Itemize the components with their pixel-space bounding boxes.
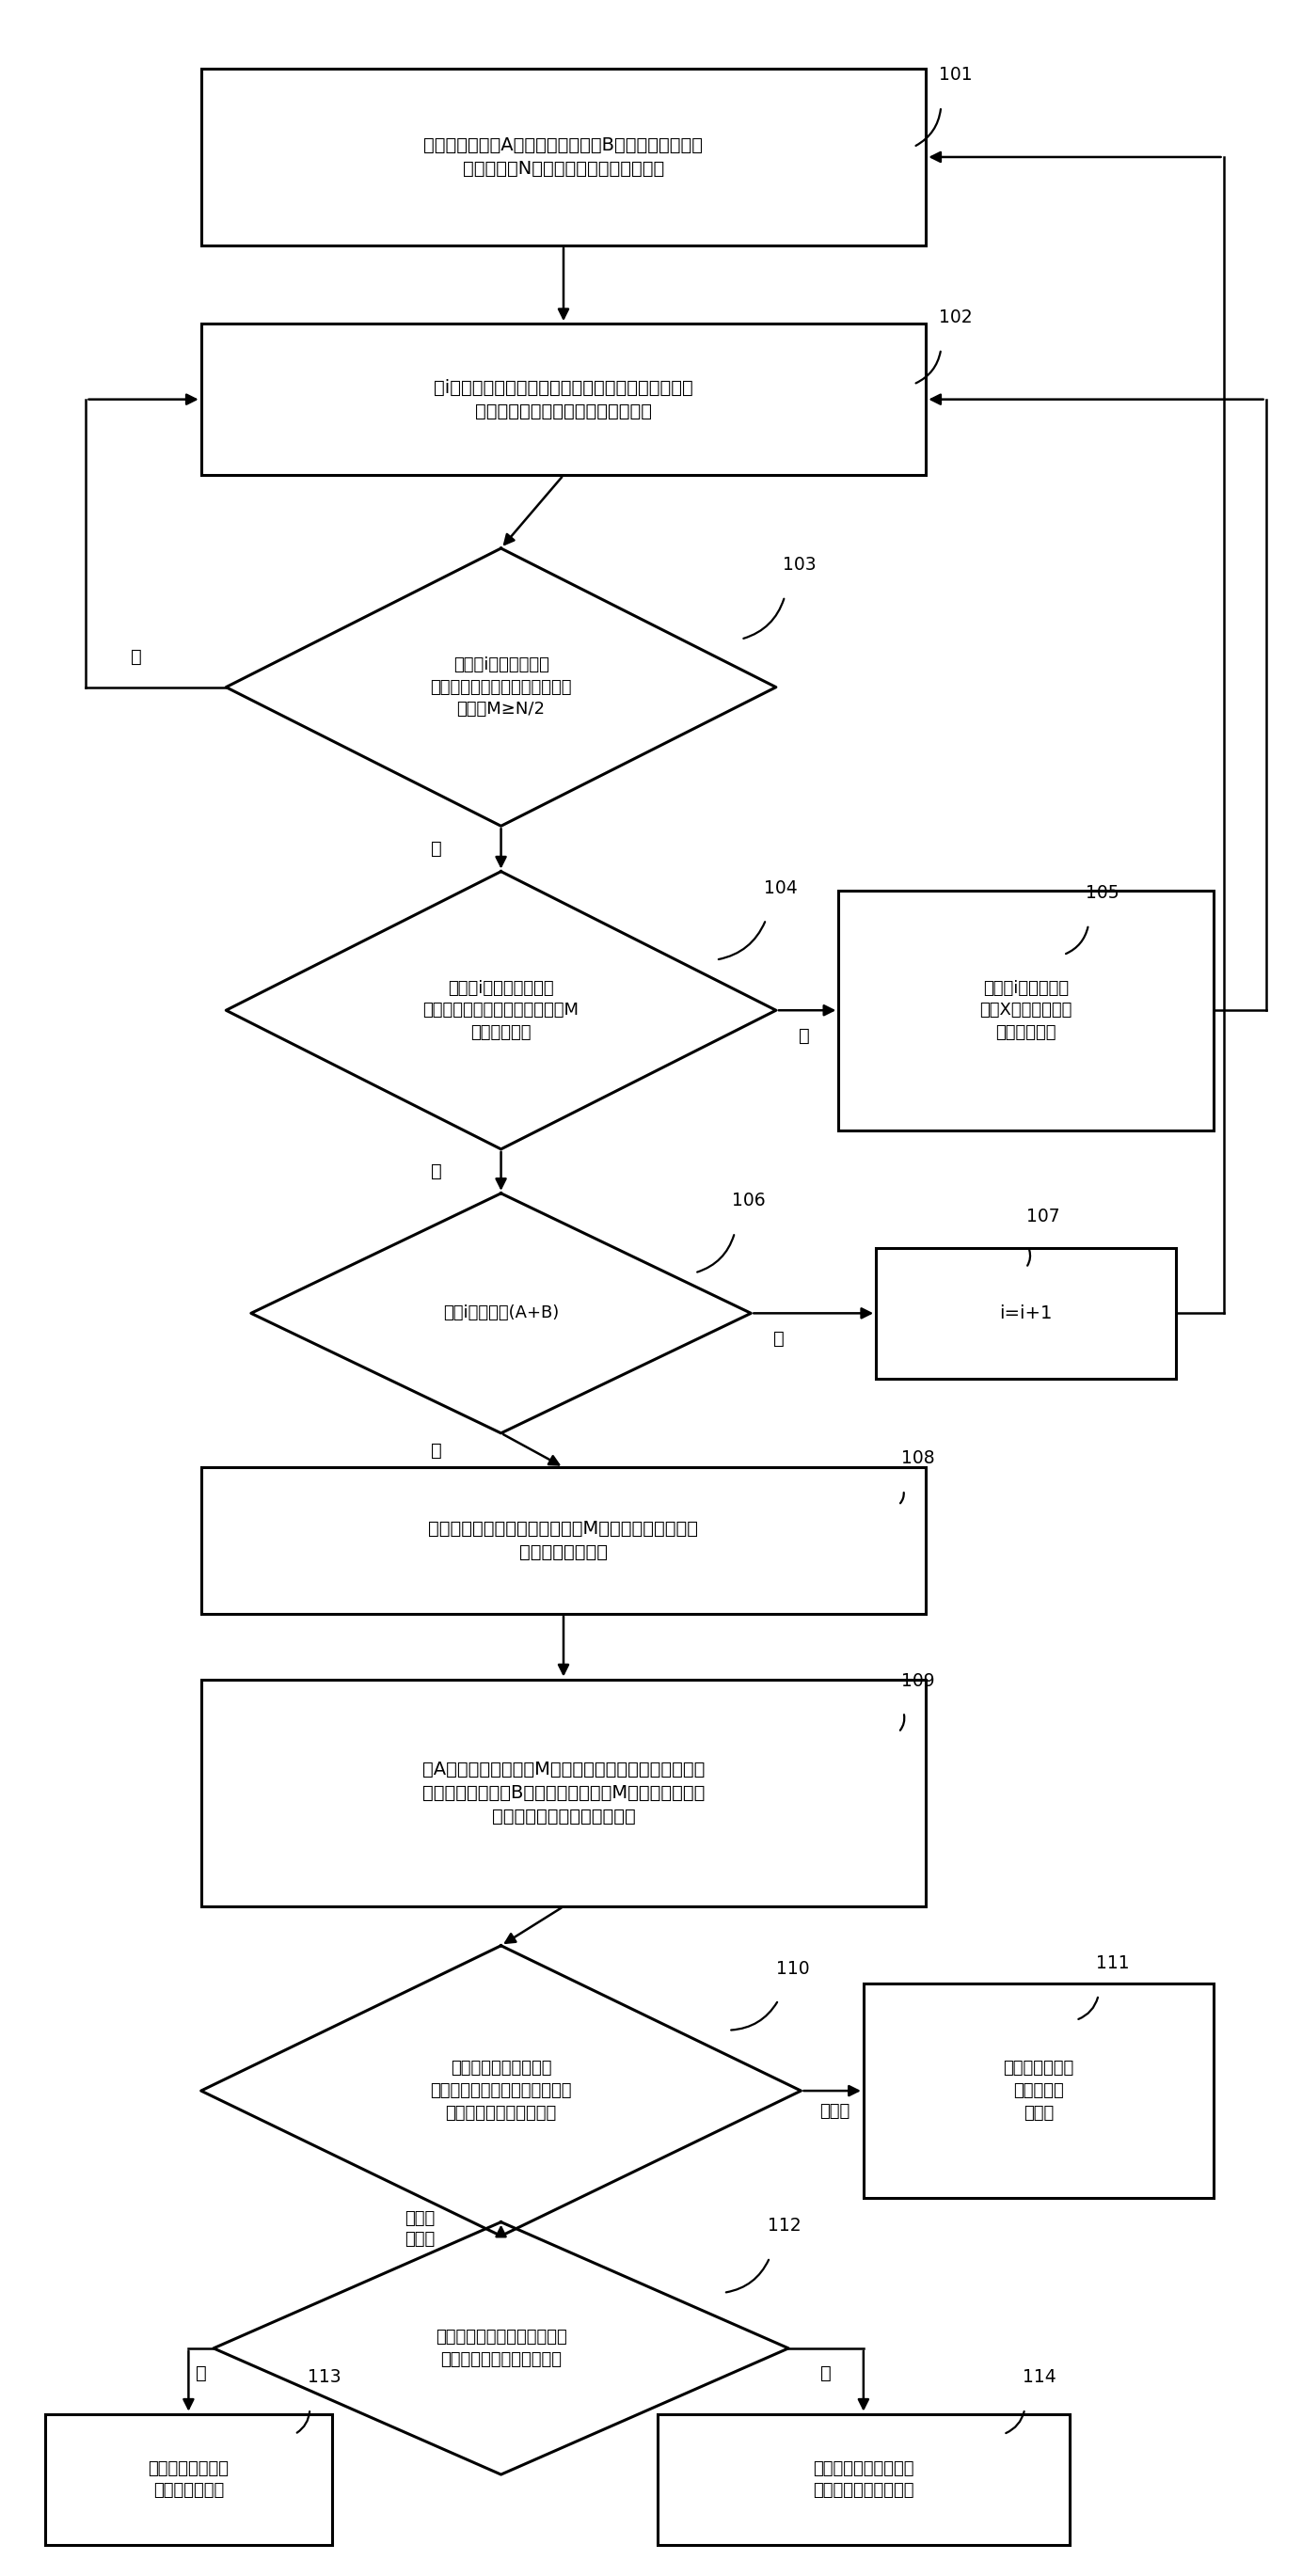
- Text: 判断第i个采集点对应
的保留的脑电信号的采集周期数
量是否M≥N/2: 判断第i个采集点对应 的保留的脑电信号的采集周期数 量是否M≥N/2: [430, 657, 572, 719]
- Text: 是: 是: [431, 1440, 441, 1458]
- Text: 基于认知特征和情绪特征查找
出对应的刺激音频是否唯一: 基于认知特征和情绪特征查找 出对应的刺激音频是否唯一: [435, 2329, 566, 2367]
- Text: 对该水下作业人员每个采集点的M个采集周期的脑电信
号进行预处理操作: 对该水下作业人员每个采集点的M个采集周期的脑电信 号进行预处理操作: [428, 1520, 698, 1561]
- Text: 106: 106: [732, 1193, 766, 1211]
- Bar: [201, 1468, 926, 1613]
- Text: 108: 108: [901, 1450, 935, 1468]
- Text: 否: 否: [798, 1028, 810, 1043]
- Text: 判断i是否达到(A+B): 判断i是否达到(A+B): [443, 1306, 559, 1321]
- Text: 是: 是: [431, 1162, 441, 1180]
- Text: 112: 112: [767, 2218, 801, 2236]
- Text: 采集第i个采集点对
应的X个采集周期的
原始脑电信号: 采集第i个采集点对 应的X个采集周期的 原始脑电信号: [979, 979, 1073, 1041]
- Bar: [863, 1984, 1213, 2197]
- Text: 至少一
个为是: 至少一 个为是: [405, 2210, 435, 2249]
- Text: 否: 否: [820, 2365, 832, 2383]
- Text: 105: 105: [1086, 884, 1120, 902]
- Text: 采集人脑认知区A个采集点和情绪区B个采集点中每个采
集点对应的N个采集周期的原始脑电信号: 采集人脑认知区A个采集点和情绪区B个采集点中每个采 集点对应的N个采集周期的原始…: [424, 137, 703, 178]
- Bar: [201, 1680, 926, 1906]
- Text: 103: 103: [783, 556, 816, 574]
- Bar: [658, 2414, 1070, 2545]
- Text: 在设定刺激时间内平均
轮流播放该些刺激音频: 在设定刺激时间内平均 轮流播放该些刺激音频: [812, 2460, 914, 2499]
- Text: 111: 111: [1096, 1955, 1130, 1973]
- Text: 对A个采集点中每个的M个采集周期的预处理后脑电信号
提取认知特征，对B个采集点中每个的M个采集周期的预
处理后脑电信号提取情绪特征: 对A个采集点中每个的M个采集周期的预处理后脑电信号 提取认知特征，对B个采集点中…: [422, 1759, 704, 1826]
- Polygon shape: [201, 1945, 801, 2236]
- Text: 102: 102: [939, 309, 973, 327]
- Text: 104: 104: [763, 878, 797, 896]
- Polygon shape: [214, 2223, 789, 2476]
- Bar: [201, 325, 926, 474]
- Bar: [44, 2414, 332, 2545]
- Text: 114: 114: [1022, 2367, 1056, 2385]
- Text: 是: 是: [431, 840, 441, 858]
- Text: 否: 否: [130, 649, 142, 665]
- Polygon shape: [227, 549, 776, 827]
- Polygon shape: [251, 1193, 751, 1432]
- Text: 107: 107: [1026, 1208, 1060, 1226]
- Text: 110: 110: [776, 1960, 810, 1978]
- Text: 否: 否: [773, 1329, 785, 1347]
- Text: 在设定刺激时间内
播放该刺激音频: 在设定刺激时间内 播放该刺激音频: [148, 2460, 229, 2499]
- Text: 101: 101: [939, 67, 973, 85]
- Bar: [838, 891, 1213, 1131]
- Polygon shape: [227, 871, 776, 1149]
- Text: 无需对水下作业
人员进行状
态调节: 无需对水下作业 人员进行状 态调节: [1003, 2061, 1074, 2123]
- Bar: [876, 1247, 1176, 1378]
- Text: 均为否: 均为否: [820, 2102, 850, 2120]
- Text: 判断第i个采集点对应的
保留的脑电信号的采集周期数量M
是否满足条件: 判断第i个采集点对应的 保留的脑电信号的采集周期数量M 是否满足条件: [423, 979, 579, 1041]
- Text: 113: 113: [307, 2367, 341, 2385]
- Text: 是: 是: [195, 2365, 207, 2383]
- Text: 109: 109: [901, 1672, 935, 1690]
- Bar: [201, 70, 926, 245]
- Text: i=i+1: i=i+1: [1000, 1303, 1052, 1321]
- Text: 第i个采集点对应的该采集周期的脑电信号的信号质量
合格，则保留该脑电信号，否则丢弃: 第i个采集点对应的该采集周期的脑电信号的信号质量 合格，则保留该脑电信号，否则丢…: [434, 379, 693, 420]
- Text: 认知特征是否属于某一
认知特征范围内且情绪特征是否
属于某一情绪特征范围内: 认知特征是否属于某一 认知特征范围内且情绪特征是否 属于某一情绪特征范围内: [430, 2061, 572, 2123]
